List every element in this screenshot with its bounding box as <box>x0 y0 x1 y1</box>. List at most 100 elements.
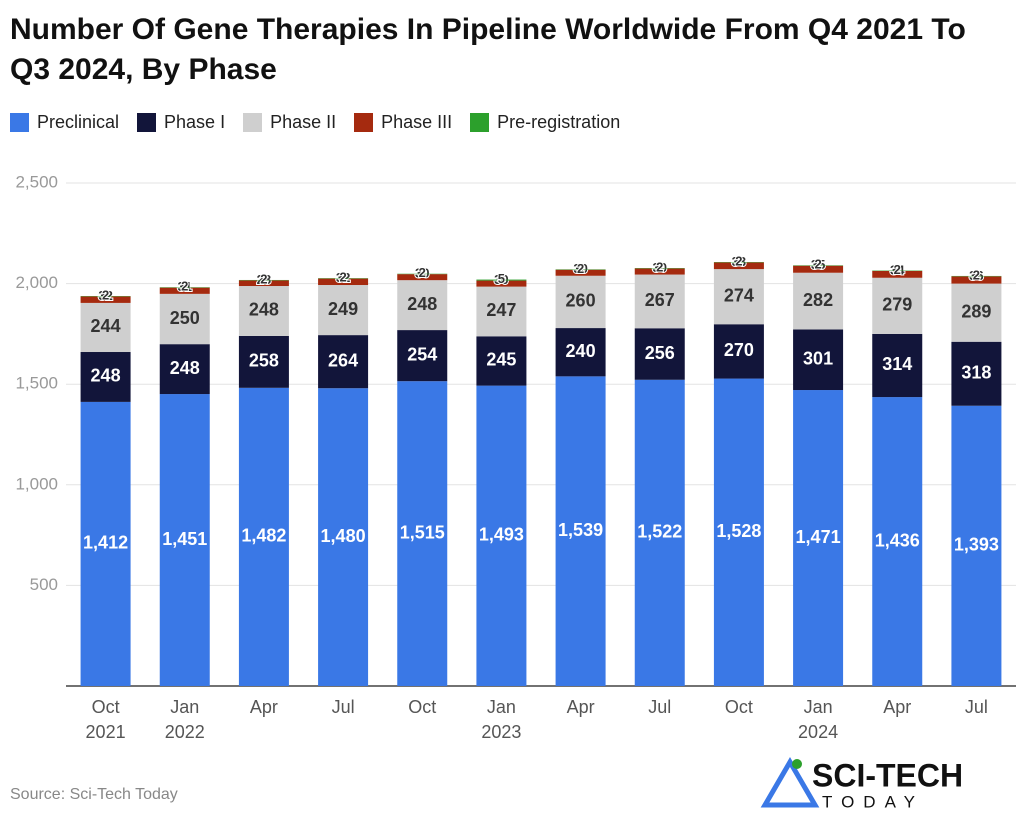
legend-swatch <box>243 113 263 132</box>
source: Source: Sci-Tech Today <box>10 786 178 803</box>
data-label: 258 <box>249 351 279 371</box>
data-label: 2 <box>419 265 426 280</box>
data-label: 318 <box>961 362 991 382</box>
bar-segment <box>238 286 289 336</box>
bar-segment <box>793 272 844 330</box>
x-tick-label: Jul <box>648 697 671 717</box>
bar-segment <box>80 352 131 402</box>
data-label: 30 <box>494 272 508 287</box>
data-label: 264 <box>328 350 358 370</box>
data-label: 2 <box>577 261 584 276</box>
data-label: 1,393 <box>954 535 999 555</box>
bar-segment <box>555 269 606 276</box>
bar-segment <box>476 279 527 281</box>
data-label: 314 <box>882 354 912 374</box>
bar-segment <box>318 285 369 336</box>
y-tick-label: 1,500 <box>15 374 58 393</box>
data-label: 5 <box>498 271 505 286</box>
data-label: 2 <box>814 257 821 272</box>
data-label: 248 <box>407 294 437 314</box>
bar-segment <box>476 280 527 287</box>
legend: Preclinical Phase I Phase II Phase III Pre-r… <box>10 112 638 133</box>
data-label: 267 <box>645 290 675 310</box>
bar-segment <box>159 287 210 294</box>
bar-segment <box>793 329 844 391</box>
bar-segment <box>397 280 448 331</box>
x-tick-label: Oct <box>725 697 753 717</box>
data-label: 30 <box>573 261 587 276</box>
x-tick-label: Apr <box>883 697 911 717</box>
data-label: 250 <box>170 308 200 328</box>
data-label: 270 <box>724 340 754 360</box>
bar-segment <box>634 268 685 275</box>
bar-segment <box>397 330 448 382</box>
legend-label: Phase I <box>164 112 226 132</box>
bar-segment <box>318 335 369 389</box>
bar-segment <box>80 302 131 353</box>
bar-segment <box>951 341 1002 406</box>
x-tick-label: Jan <box>804 697 833 717</box>
bar-segment <box>476 385 527 686</box>
data-label: 1,515 <box>400 522 445 542</box>
data-label: 34 <box>890 262 905 277</box>
legend-item: Phase I <box>137 112 225 133</box>
data-label: 1,471 <box>796 527 841 547</box>
bar-segment <box>634 379 685 686</box>
bar-segment <box>159 293 210 345</box>
y-tick-label: 1,000 <box>15 474 58 493</box>
logo-subtext: TODAY <box>822 792 924 811</box>
bar-segment <box>951 405 1002 686</box>
data-label: 2 <box>735 254 742 269</box>
bar-segment <box>793 265 844 273</box>
legend-swatch <box>137 113 157 132</box>
data-label: 2 <box>973 267 980 282</box>
x-tick-label: 2024 <box>798 722 838 742</box>
data-label: 289 <box>961 301 991 321</box>
x-tick-label: Jul <box>332 697 355 717</box>
x-tick-label: Jan <box>487 697 516 717</box>
data-label: 2 <box>260 271 267 286</box>
legend-item: Preclinical <box>10 112 119 133</box>
data-label: 1,436 <box>875 530 920 550</box>
x-tick-label: Apr <box>250 697 278 717</box>
data-label: 1,528 <box>716 521 761 541</box>
bar-segment <box>80 296 131 303</box>
legend-item: Pre-registration <box>470 112 620 133</box>
legend-label: Phase II <box>270 112 337 132</box>
x-tick-label: 2021 <box>86 722 126 742</box>
data-label: 2 <box>656 260 663 275</box>
data-label: 248 <box>249 300 279 320</box>
bar-segment <box>476 286 527 337</box>
data-label: 31 <box>178 279 192 294</box>
data-label: 2 <box>181 279 188 294</box>
bar-segment <box>872 333 923 398</box>
bar-segment <box>872 270 923 278</box>
legend-label: Preclinical <box>37 112 120 132</box>
data-label: 301 <box>803 349 833 369</box>
bar-segment <box>872 397 923 686</box>
data-label: 1,480 <box>321 526 366 546</box>
logo-text: SCI-TECH <box>812 757 963 793</box>
legend-label: Phase III <box>381 112 453 132</box>
logo-dot <box>792 759 802 769</box>
legend-item: Phase II <box>243 112 336 133</box>
legend-label: Pre-registration <box>497 112 621 132</box>
data-label: 274 <box>724 285 754 305</box>
data-label: 248 <box>91 366 121 386</box>
data-label: 1,412 <box>83 533 128 553</box>
data-label: 244 <box>91 316 121 336</box>
bar-segment <box>159 344 210 395</box>
data-label: 1,493 <box>479 525 524 545</box>
data-label: 32 <box>98 288 112 303</box>
bar-segment <box>555 328 606 377</box>
bar-segment <box>318 278 369 286</box>
bar-segment <box>238 387 289 686</box>
x-tick-label: Oct <box>408 697 436 717</box>
y-tick-label: 500 <box>30 575 58 594</box>
x-tick-label: Apr <box>567 697 595 717</box>
x-tick-label: Jul <box>965 697 988 717</box>
data-label: 1,482 <box>241 526 286 546</box>
bar-segment <box>713 324 764 379</box>
logo: SCI-TECH TODAY <box>760 757 963 811</box>
